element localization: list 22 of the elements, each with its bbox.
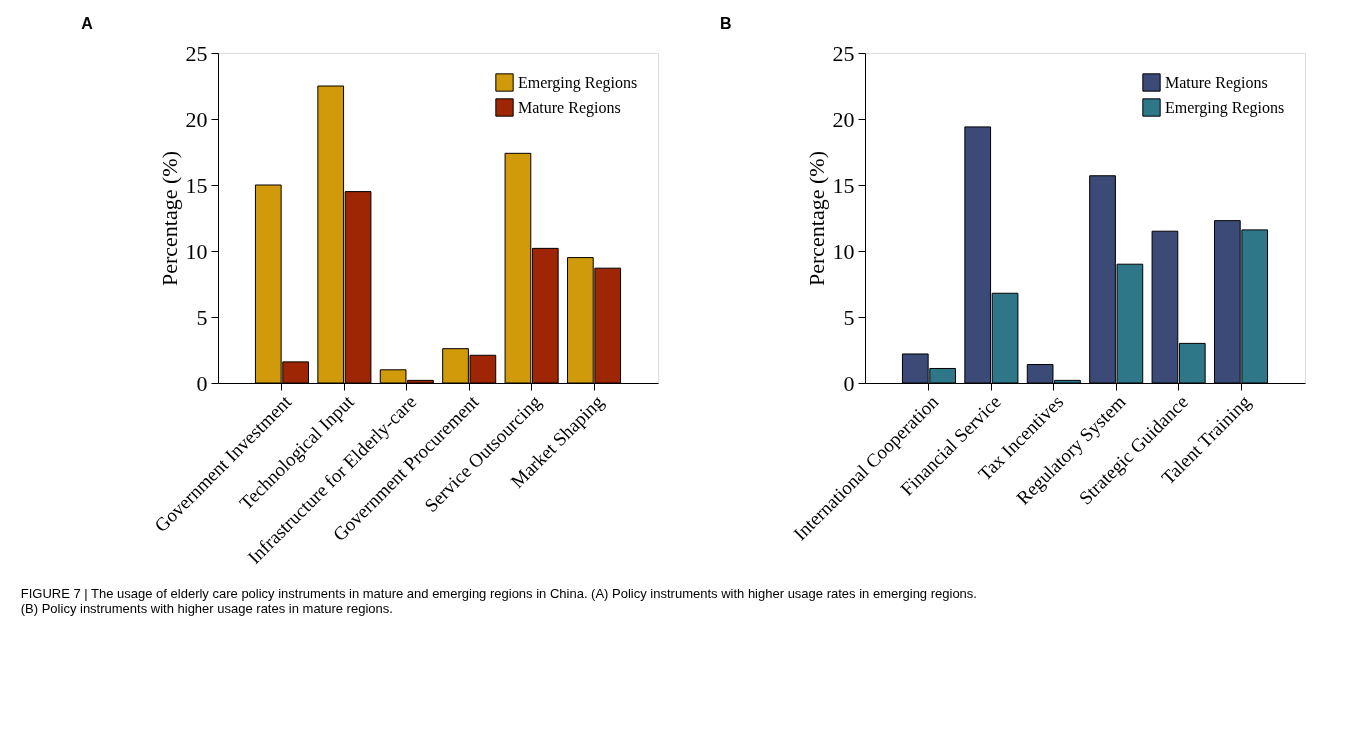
y-axis-title: Percentage (%) [156,151,182,286]
y-tick-label: 20 [832,106,855,132]
y-tick-label: 0 [196,370,208,396]
text: A [81,15,94,32]
y-tick-label: 10 [832,238,855,264]
y-tick-label: 5 [843,304,855,330]
y-axis-title: Percentage (%) [803,151,829,286]
y-tick-label: 25 [832,40,855,66]
legend-label: Mature Regions [518,98,621,117]
y-tick-label: 0 [843,370,855,396]
y-tick-label: 25 [185,40,208,66]
y-tick-label: 10 [185,238,208,264]
caption: FIGURE 7 | The usage of elderly care policy instruments in mature and emerging regions in China. (A) Policy instruments with higher usage rates in emerging regions. [20,585,977,601]
legend-label: Emerging Regions [518,73,638,92]
legend-label: Mature Regions [1165,73,1268,92]
y-tick-label: 5 [196,304,208,330]
y-tick-label: 15 [185,172,208,198]
y-tick-label: 15 [832,172,855,198]
text: (B) Policy instruments with higher usage rates in mature regions. [20,600,393,616]
legend-label: Emerging Regions [1165,98,1285,117]
y-tick-label: 20 [185,106,208,132]
text: B [720,15,732,32]
